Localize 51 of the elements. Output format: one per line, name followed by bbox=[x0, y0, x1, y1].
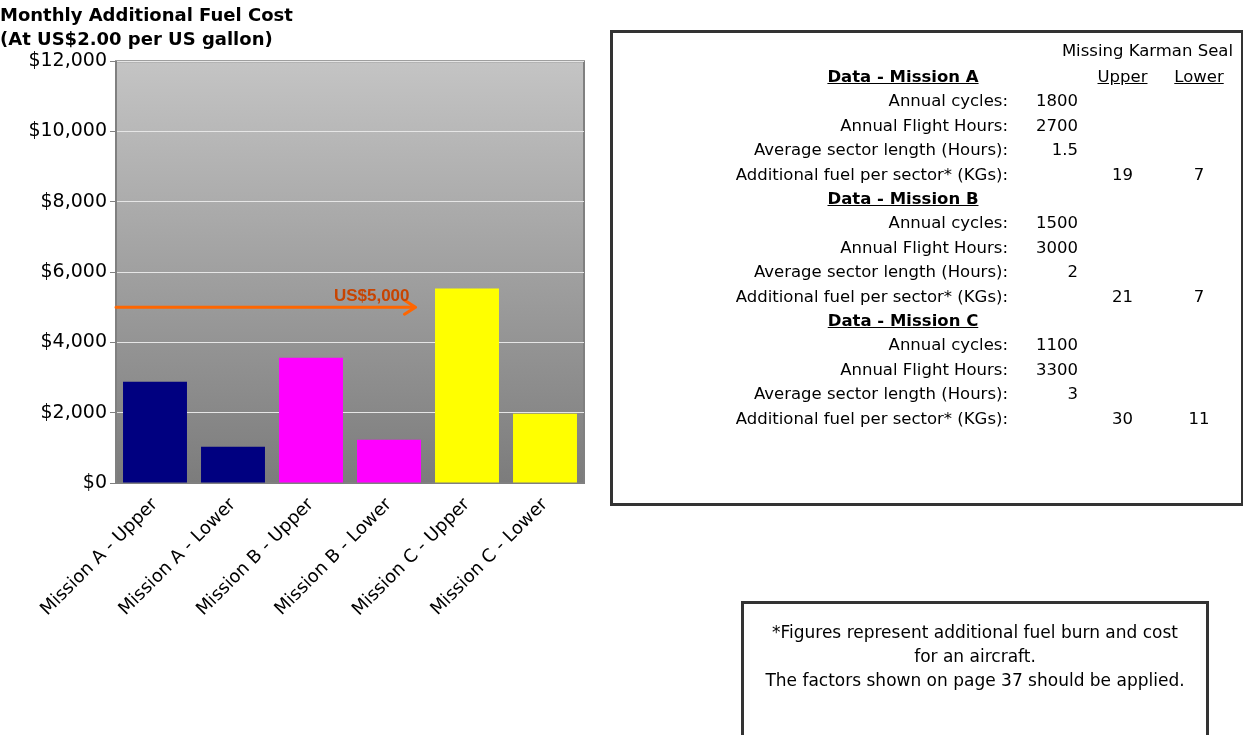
category-label: Data - Mission C bbox=[827, 311, 979, 330]
y-tick-label: $0 bbox=[82, 469, 107, 492]
text: 3000 bbox=[1036, 237, 1078, 257]
category-label: Data - Mission A bbox=[827, 67, 979, 86]
category-label: Average sector length (Hours): bbox=[753, 262, 1008, 282]
ref-line-label: US$5,000 bbox=[333, 286, 410, 306]
y-tick-label: $2,000 bbox=[40, 399, 107, 422]
text: 1.5 bbox=[1051, 140, 1078, 160]
text: 2 bbox=[1067, 262, 1078, 282]
category-label: Upper bbox=[1096, 67, 1149, 86]
bar bbox=[357, 439, 421, 483]
text: 3300 bbox=[1036, 359, 1078, 379]
bar bbox=[279, 357, 343, 483]
category-label: Additional fuel per sector* (KGs): bbox=[735, 286, 1008, 306]
text: 30 bbox=[1112, 408, 1133, 428]
bar bbox=[201, 446, 265, 483]
text: 2700 bbox=[1036, 115, 1078, 135]
category-label: Additional fuel per sector* (KGs): bbox=[735, 164, 1008, 184]
category-label: Annual cycles: bbox=[888, 213, 1008, 233]
category-label: Average sector length (Hours): bbox=[753, 140, 1008, 160]
text: The factors shown on page 37 should be applied. bbox=[764, 669, 1186, 692]
y-tick-label: $10,000 bbox=[28, 118, 107, 141]
y-tick-label: $6,000 bbox=[40, 259, 107, 282]
category-label: Annual Flight Hours: bbox=[840, 237, 1008, 257]
category-label: Annual cycles: bbox=[888, 91, 1008, 111]
bar bbox=[123, 381, 187, 483]
category-label: Annual cycles: bbox=[888, 335, 1008, 355]
bar bbox=[435, 288, 499, 483]
chart-subtitle: (At US$2.00 per US gallon) bbox=[0, 28, 273, 50]
text: 1100 bbox=[1036, 335, 1078, 355]
category-label: Average sector length (Hours): bbox=[753, 384, 1008, 404]
text: 1500 bbox=[1036, 213, 1078, 233]
category-label: Data - Mission B bbox=[827, 189, 979, 208]
text: Missing Karman Seal bbox=[1061, 41, 1233, 60]
text: 3 bbox=[1067, 384, 1078, 404]
category-label: Additional fuel per sector* (KGs): bbox=[735, 408, 1008, 428]
text: 7 bbox=[1193, 164, 1205, 184]
category-label: Lower bbox=[1173, 67, 1225, 86]
category-label: Annual Flight Hours: bbox=[840, 115, 1008, 135]
y-tick-label: $12,000 bbox=[28, 48, 107, 71]
text: *Figures represent additional fuel burn and cost for an aircraft. bbox=[770, 621, 1179, 668]
y-tick-label: $8,000 bbox=[40, 188, 107, 211]
chart-title: Monthly Additional Fuel Cost bbox=[0, 4, 294, 26]
text: 21 bbox=[1112, 286, 1133, 306]
text: 7 bbox=[1193, 286, 1205, 306]
text: 11 bbox=[1188, 408, 1210, 428]
y-tick-label: $4,000 bbox=[40, 329, 107, 352]
text: 1800 bbox=[1036, 91, 1078, 111]
text: 19 bbox=[1112, 164, 1133, 184]
category-label: Annual Flight Hours: bbox=[840, 359, 1008, 379]
bar bbox=[513, 413, 577, 483]
